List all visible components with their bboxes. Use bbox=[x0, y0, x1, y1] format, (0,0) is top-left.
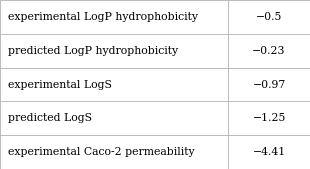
Text: experimental Caco-2 permeability: experimental Caco-2 permeability bbox=[8, 147, 194, 157]
Text: predicted LogS: predicted LogS bbox=[8, 113, 92, 123]
Text: −0.23: −0.23 bbox=[252, 46, 286, 56]
Text: −1.25: −1.25 bbox=[252, 113, 286, 123]
Text: predicted LogP hydrophobicity: predicted LogP hydrophobicity bbox=[8, 46, 178, 56]
Text: −4.41: −4.41 bbox=[252, 147, 286, 157]
Text: −0.5: −0.5 bbox=[256, 12, 282, 22]
Text: experimental LogP hydrophobicity: experimental LogP hydrophobicity bbox=[8, 12, 198, 22]
Text: experimental LogS: experimental LogS bbox=[8, 79, 112, 90]
Text: −0.97: −0.97 bbox=[252, 79, 286, 90]
